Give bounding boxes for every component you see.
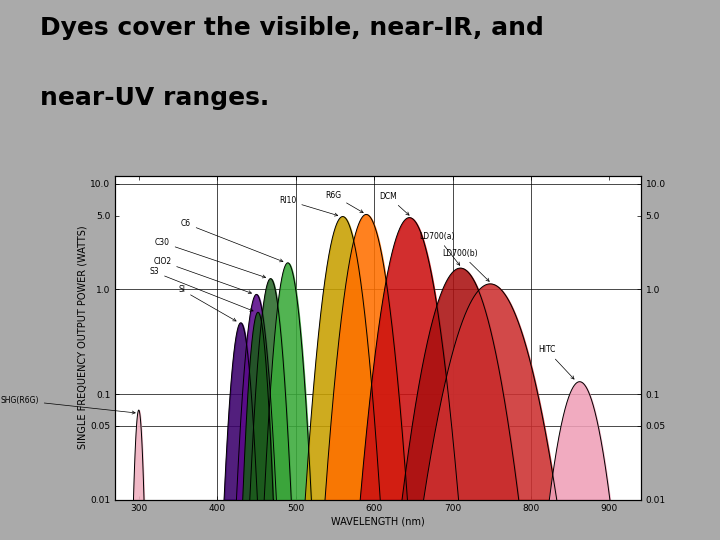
Text: R6G: R6G (325, 191, 363, 213)
Text: Dyes cover the visible, near-IR, and: Dyes cover the visible, near-IR, and (40, 16, 544, 40)
Y-axis label: SINGLE FREQUENCY OUTPUT POWER (WATTS): SINGLE FREQUENCY OUTPUT POWER (WATTS) (78, 226, 87, 449)
Text: C30: C30 (155, 238, 266, 278)
Text: DCM: DCM (379, 192, 409, 215)
Text: SHG(R6G): SHG(R6G) (0, 396, 135, 414)
Text: SI: SI (179, 285, 236, 321)
Text: near-UV ranges.: near-UV ranges. (40, 86, 269, 110)
Text: RI10: RI10 (279, 196, 338, 216)
Text: S3: S3 (150, 267, 253, 311)
Text: HITC: HITC (538, 346, 574, 379)
Text: C6: C6 (181, 219, 283, 262)
X-axis label: WAVELENGTH (nm): WAVELENGTH (nm) (331, 516, 425, 526)
Text: ClO2: ClO2 (153, 257, 251, 294)
Text: LD700(a): LD700(a) (419, 232, 460, 265)
Text: LD700(b): LD700(b) (443, 248, 489, 281)
